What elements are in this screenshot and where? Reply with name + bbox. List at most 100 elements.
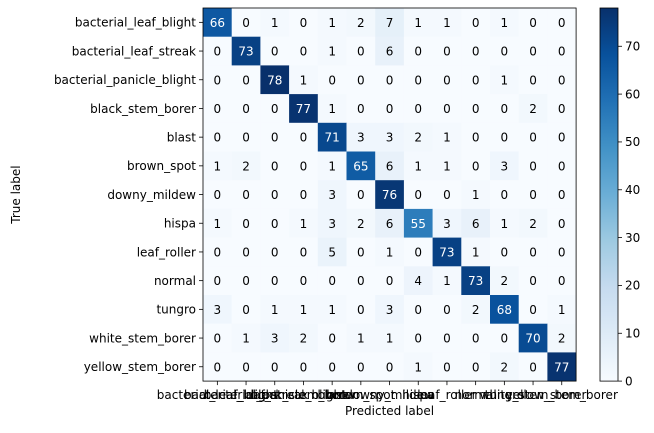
matrix-cell-value: 1	[472, 245, 480, 259]
matrix-cell-value: 0	[214, 188, 222, 202]
matrix-cell	[490, 151, 519, 181]
matrix-cell-value: 0	[501, 332, 509, 346]
y-tick-label: blast	[167, 130, 197, 144]
matrix-cell-value: 0	[214, 73, 222, 87]
matrix-cell	[260, 94, 290, 124]
matrix-cell-value: 0	[501, 131, 509, 145]
matrix-cell	[375, 266, 405, 296]
matrix-cell	[461, 323, 491, 353]
matrix-cell	[518, 180, 548, 210]
matrix-cell	[461, 151, 491, 181]
matrix-cell	[490, 180, 519, 210]
matrix-cell	[547, 94, 577, 124]
matrix-cell-value: 73	[439, 245, 454, 259]
matrix-cell-value: 77	[296, 102, 311, 116]
matrix-cell-value: 0	[300, 16, 308, 30]
x-tick-label: white_stem_borer	[480, 388, 587, 402]
matrix-cell-value: 73	[468, 274, 483, 288]
matrix-cell	[375, 94, 405, 124]
matrix-cell-value: 5	[328, 245, 336, 259]
matrix-cell	[518, 352, 548, 382]
matrix-cell	[461, 180, 491, 210]
matrix-cell-value: 0	[386, 274, 394, 288]
matrix-cell	[403, 65, 433, 95]
matrix-cell	[260, 352, 290, 382]
matrix-cell-value: 0	[414, 303, 422, 317]
matrix-cell	[346, 36, 376, 66]
matrix-cell-value: 0	[529, 274, 537, 288]
matrix-cell-value: 2	[414, 131, 422, 145]
x-tick-label: downy_mildew	[345, 388, 434, 402]
matrix-cell	[203, 94, 232, 124]
matrix-cell-value: 0	[529, 188, 537, 202]
matrix-cell	[346, 323, 376, 353]
matrix-cell	[203, 237, 232, 267]
matrix-cell-value: 3	[386, 131, 394, 145]
matrix-cell-value: 3	[443, 217, 451, 231]
x-tick-label: tungro	[485, 388, 525, 402]
matrix-cell-value: 0	[271, 159, 279, 173]
matrix-cell	[289, 295, 319, 324]
matrix-cell-value: 0	[214, 102, 222, 116]
matrix-cell	[231, 94, 261, 124]
matrix-cell	[289, 208, 319, 238]
matrix-cell	[547, 65, 577, 95]
matrix-cell	[289, 65, 319, 95]
matrix-cell	[432, 237, 462, 267]
x-tick-label: blast	[318, 388, 348, 402]
matrix-cell-value: 0	[242, 245, 250, 259]
matrix-cell	[490, 36, 519, 66]
matrix-cell	[203, 122, 232, 152]
matrix-cell-value: 0	[443, 102, 451, 116]
matrix-cell	[461, 94, 491, 124]
matrix-cell	[490, 65, 519, 95]
matrix-cell-value: 0	[300, 159, 308, 173]
matrix-cell	[289, 94, 319, 124]
matrix-cell-value: 6	[472, 217, 480, 231]
matrix-cell	[289, 352, 319, 382]
matrix-cell	[346, 208, 376, 238]
matrix-cell	[490, 237, 519, 267]
matrix-cell	[490, 8, 519, 37]
x-tick-label: bacterial_leaf_blight	[157, 388, 278, 402]
matrix-cell	[547, 323, 577, 353]
matrix-cell-value: 7	[386, 16, 394, 30]
matrix-cell	[375, 180, 405, 210]
x-tick-label: bacterial_panicle_blight	[204, 388, 346, 402]
x-tick-label: bacterial_leaf_streak	[184, 388, 308, 402]
matrix-cell-value: 2	[529, 102, 537, 116]
colorbar-tick-label: 40	[625, 183, 640, 197]
matrix-cell	[518, 208, 548, 238]
matrix-cell-value: 2	[300, 332, 308, 346]
matrix-cell-value: 0	[214, 45, 222, 59]
matrix-cell-value: 0	[414, 45, 422, 59]
y-tick-label: black_stem_borer	[90, 102, 196, 116]
matrix-cell	[317, 36, 347, 66]
matrix-cell-value: 0	[357, 245, 365, 259]
matrix-cell-value: 3	[328, 217, 336, 231]
matrix-cell-value: 0	[242, 131, 250, 145]
matrix-cell	[490, 266, 519, 296]
y-tick-label: downy_mildew	[107, 188, 196, 202]
matrix-cell-value: 0	[386, 73, 394, 87]
matrix-cell	[231, 266, 261, 296]
matrix-cell-value: 1	[214, 217, 222, 231]
matrix-cell-value: 0	[242, 102, 250, 116]
matrix-cell	[203, 352, 232, 382]
matrix-cell-value: 2	[242, 159, 250, 173]
matrix-cell-value: 0	[472, 159, 480, 173]
matrix-cell	[461, 237, 491, 267]
matrix-cell-value: 55	[411, 217, 426, 231]
matrix-cell	[375, 352, 405, 382]
matrix-cell	[547, 352, 577, 382]
matrix-cell-value: 0	[242, 188, 250, 202]
matrix-cell	[403, 266, 433, 296]
matrix-cell-value: 0	[529, 360, 537, 374]
matrix-cell-value: 3	[357, 131, 365, 145]
matrix-cell-value: 1	[501, 16, 509, 30]
x-tick-label: black_stem_borer	[251, 388, 357, 402]
matrix-cell	[375, 295, 405, 324]
matrix-cell	[375, 8, 405, 37]
y-tick-label: yellow_stem_borer	[84, 360, 196, 374]
